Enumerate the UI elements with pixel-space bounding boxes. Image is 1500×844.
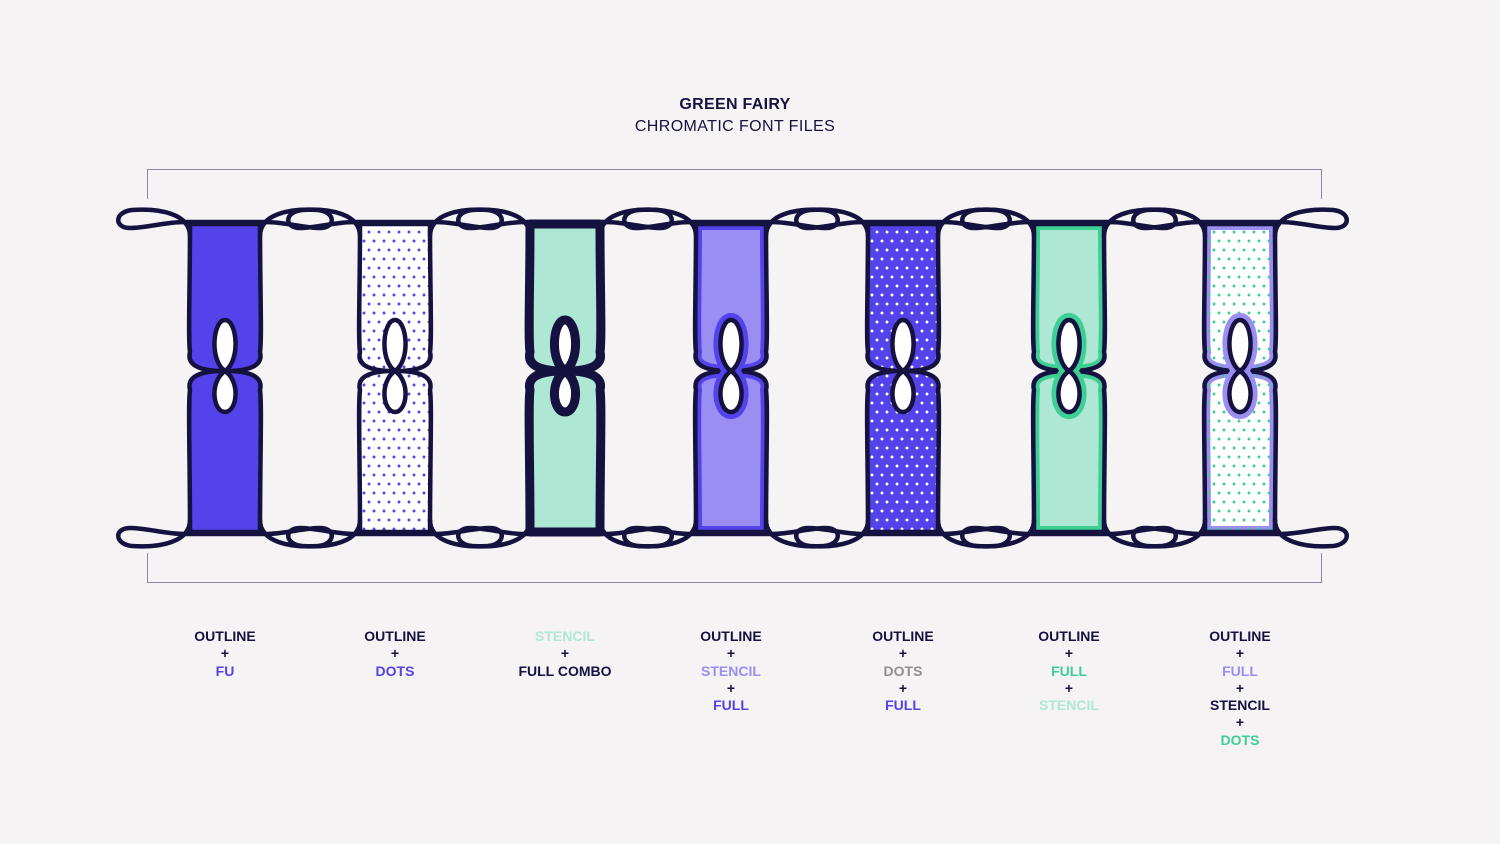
bracket-top — [147, 169, 1322, 199]
center-loops — [890, 317, 916, 415]
center-loops — [549, 315, 581, 417]
caption-line: OUTLINE — [872, 628, 934, 644]
caption-line: OUTLINE — [1038, 628, 1100, 644]
caption-line: DOTS — [883, 662, 923, 679]
caption-line: + — [1064, 679, 1074, 696]
caption-line: + — [390, 645, 400, 662]
center-loops — [1056, 317, 1082, 415]
glyph-outline-full-stencil — [960, 207, 1178, 549]
caption-line: OUTLINE — [364, 628, 426, 644]
caption-outline-dots: OUTLINE + DOTS — [320, 628, 470, 680]
caption-line: OUTLINE — [700, 628, 762, 644]
caption-outline-fu: OUTLINE + FU — [150, 628, 300, 680]
caption-line: + — [726, 645, 736, 662]
caption-outline-stencil-full: OUTLINE + STENCIL + FULL — [656, 628, 806, 714]
caption-line: STENCIL — [701, 662, 761, 679]
caption-line: STENCIL — [1039, 697, 1099, 714]
caption-line: + — [220, 645, 230, 662]
flourish-top — [1131, 207, 1349, 239]
page-title: GREEN FAIRY — [679, 96, 791, 113]
caption-line: FU — [215, 662, 235, 679]
caption-line: DOTS — [375, 662, 415, 679]
caption-line: FULL COMBO — [518, 662, 612, 679]
glyph-outline-stencil-full — [622, 207, 840, 549]
caption-line: + — [1235, 645, 1245, 662]
caption-line: FULL — [1051, 662, 1087, 679]
caption-line: DOTS — [1220, 731, 1260, 748]
caption-line: + — [898, 679, 908, 696]
caption-line: OUTLINE — [194, 628, 256, 644]
header: GREEN FAIRY CHROMATIC FONT FILES — [0, 94, 1470, 138]
center-loops — [382, 317, 408, 415]
caption-outline-dots-full: OUTLINE + DOTS + FULL — [828, 628, 978, 714]
caption-line: + — [1235, 679, 1245, 696]
center-loops — [1227, 317, 1253, 415]
caption-line: STENCIL — [535, 628, 595, 644]
caption-line: + — [898, 645, 908, 662]
caption-line: + — [1064, 645, 1074, 662]
caption-line: FULL — [713, 697, 749, 714]
glyph-stencil-full-combo — [456, 207, 674, 549]
caption-line: STENCIL — [1210, 697, 1270, 714]
flourish-bottom — [1131, 517, 1349, 549]
caption-line: FULL — [885, 697, 921, 714]
caption-outline-full-stencil: OUTLINE + FULL + STENCIL — [994, 628, 1144, 714]
page-subtitle: CHROMATIC FONT FILES — [634, 118, 836, 135]
center-loops — [212, 317, 238, 415]
glyph-outline-full-stencil-dots — [1131, 207, 1349, 549]
caption-line: + — [560, 645, 570, 662]
caption-outline-full-stencil-dots: OUTLINE + FULL + STENCIL + DOTS — [1165, 628, 1315, 749]
glyph-outline-dots — [286, 207, 504, 549]
glyph-outline-dots-full — [794, 207, 1012, 549]
caption-line: + — [1235, 714, 1245, 731]
bracket-bottom — [147, 553, 1322, 583]
center-loops — [718, 317, 744, 415]
glyph-outline-fu — [116, 207, 334, 549]
caption-line: OUTLINE — [1209, 628, 1271, 644]
caption-line: + — [726, 679, 736, 696]
caption-line: FULL — [1222, 662, 1258, 679]
caption-stencil-full-combo: STENCIL + FULL COMBO — [490, 628, 640, 680]
